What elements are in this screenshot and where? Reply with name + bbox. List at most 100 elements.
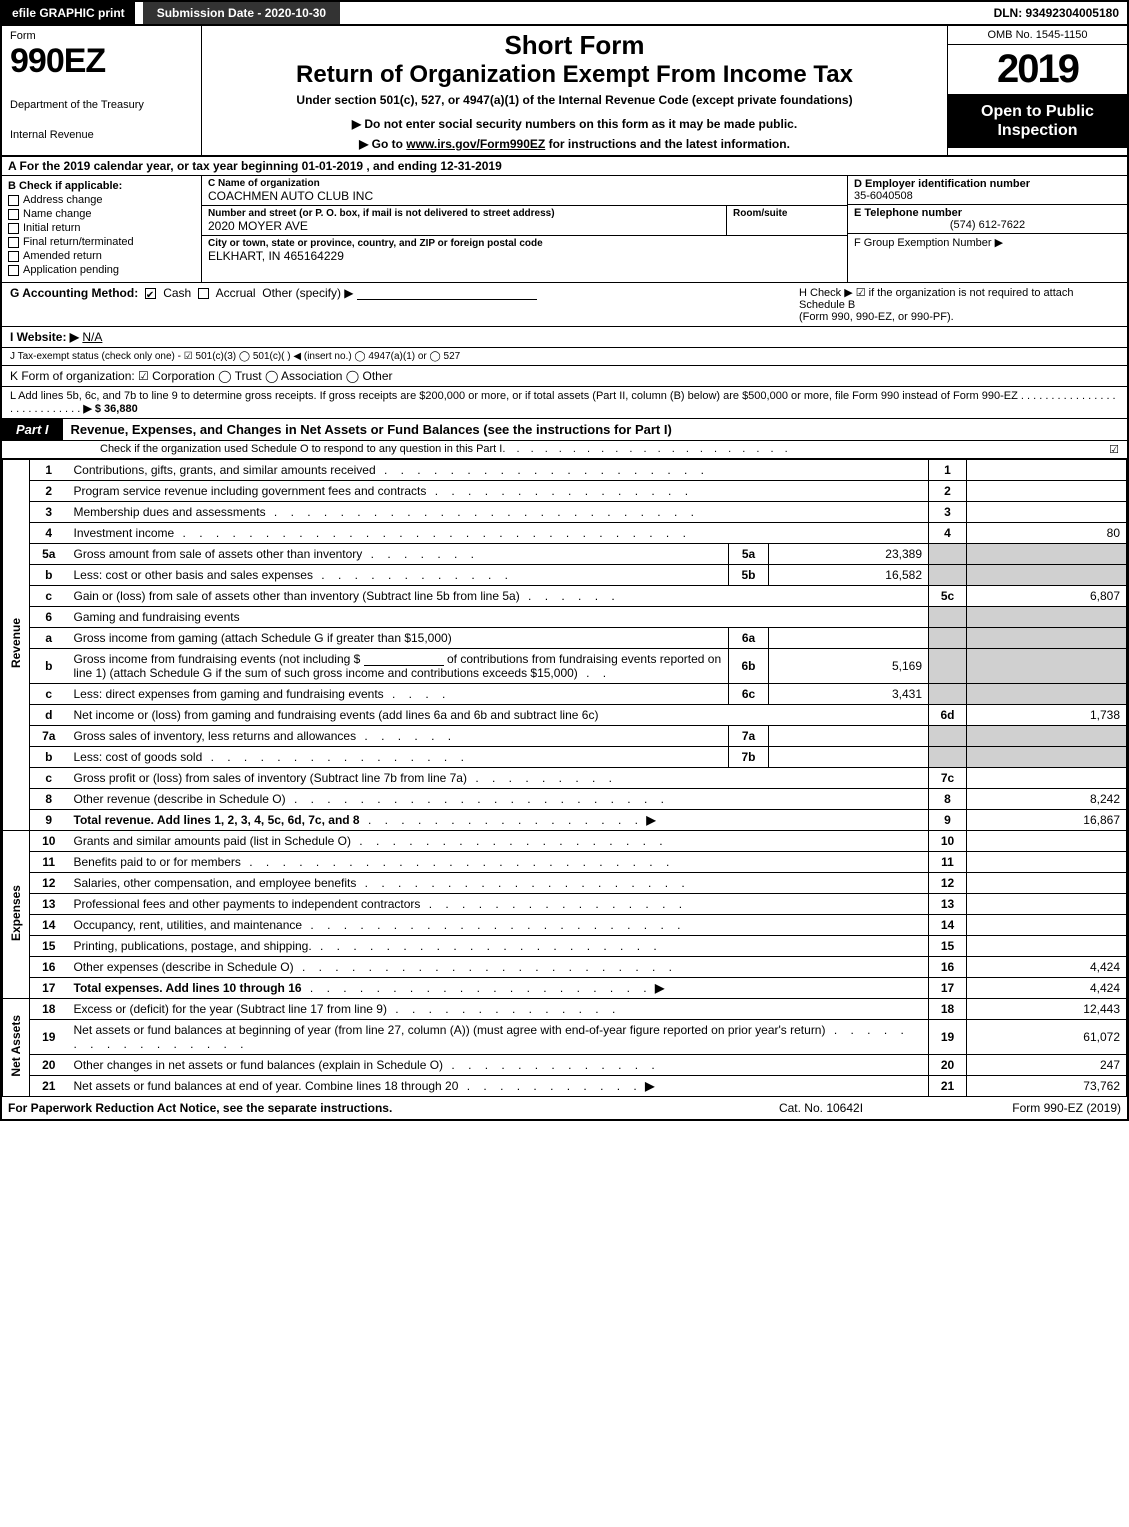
ln-6-rv-shade [967,607,1127,628]
ln-16-desc: Other expenses (describe in Schedule O) … [68,957,929,978]
ln-21-num: 21 [30,1076,68,1097]
check-application-pending[interactable] [8,265,19,276]
ln-6d-desc: Net income or (loss) from gaming and fun… [68,705,929,726]
check-application-pending-label: Application pending [23,264,119,276]
ln-6-num: 6 [30,607,68,628]
row-j: J Tax-exempt status (check only one) - ☑… [2,348,1127,366]
row-k: K Form of organization: ☑ Corporation ◯ … [2,366,1127,387]
check-address-change-label: Address change [23,194,103,206]
ln-2-desc: Program service revenue including govern… [68,481,929,502]
ln-9-num: 9 [30,810,68,831]
ln-7a-mv [769,726,929,747]
ln-1-num: 1 [30,460,68,481]
revenue-side-label: Revenue [3,460,30,831]
ln-6c-mn: 6c [729,684,769,705]
submission-date-button[interactable]: Submission Date - 2020-10-30 [143,2,340,24]
city-value: ELKHART, IN 465164229 [208,249,841,263]
ln-2-rv [967,481,1127,502]
check-address-change[interactable] [8,195,19,206]
ln-16-rn: 16 [929,957,967,978]
ln-7a-rv-shade [967,726,1127,747]
check-cash[interactable] [145,288,156,299]
ln-17-rv: 4,424 [967,978,1127,999]
entity-block: B Check if applicable: Address change Na… [2,176,1127,283]
goto-link[interactable]: www.irs.gov/Form990EZ [406,137,545,151]
ln-6a-desc: Gross income from gaming (attach Schedul… [68,628,729,649]
open-to-public: Open to Public Inspection [948,94,1127,148]
ln-1-rn: 1 [929,460,967,481]
goto-prefix: ▶ Go to [359,137,406,151]
ln-6b-blank[interactable] [364,652,444,666]
ln-6c-desc: Less: direct expenses from gaming and fu… [68,684,729,705]
ln-5c-num: c [30,586,68,607]
ln-6b-rv-shade [967,649,1127,684]
ln-13-desc: Professional fees and other payments to … [68,894,929,915]
ln-16-num: 16 [30,957,68,978]
ln-1-rv [967,460,1127,481]
check-final-return-label: Final return/terminated [23,236,134,248]
footer-right: Form 990-EZ (2019) [921,1101,1121,1115]
ln-5a-rn-shade [929,544,967,565]
ln-4-desc: Investment income . . . . . . . . . . . … [68,523,929,544]
check-accrual[interactable] [198,288,209,299]
ln-17-desc: Total expenses. Add lines 10 through 16 … [68,978,929,999]
page-footer: For Paperwork Reduction Act Notice, see … [2,1097,1127,1119]
ln-16-rv: 4,424 [967,957,1127,978]
ln-14-desc: Occupancy, rent, utilities, and maintena… [68,915,929,936]
ln-19-rv: 61,072 [967,1020,1127,1055]
ln-3-rn: 3 [929,502,967,523]
ln-10-desc: Grants and similar amounts paid (list in… [68,831,929,852]
street-value: 2020 MOYER AVE [208,219,720,233]
ln-13-rv [967,894,1127,915]
part-1-lines-table: Revenue 1 Contributions, gifts, grants, … [2,459,1127,1097]
check-name-change[interactable] [8,209,19,220]
ln-3-rv [967,502,1127,523]
g-cash: Cash [163,286,191,300]
ln-6b-mv: 5,169 [769,649,929,684]
ln-7c-rv [967,768,1127,789]
form-word: Form [10,30,193,42]
ln-5b-rv-shade [967,565,1127,586]
g-other-input[interactable] [357,286,537,300]
ln-6c-rn-shade [929,684,967,705]
ln-5b-desc: Less: cost or other basis and sales expe… [68,565,729,586]
ln-20-rv: 247 [967,1055,1127,1076]
part-1-dots: . . . . . . . . . . . . . . . . . . . . … [502,443,1101,456]
ln-13-rn: 13 [929,894,967,915]
form-header: Form 990EZ Department of the Treasury In… [2,26,1127,157]
ln-9-rn: 9 [929,810,967,831]
ln-7c-num: c [30,768,68,789]
check-final-return[interactable] [8,237,19,248]
check-initial-return[interactable] [8,223,19,234]
ln-7c-desc: Gross profit or (loss) from sales of inv… [68,768,929,789]
ln-6c-rv-shade [967,684,1127,705]
ln-7b-mn: 7b [729,747,769,768]
ssn-notice: ▶ Do not enter social security numbers o… [210,117,939,131]
ln-6c-mv: 3,431 [769,684,929,705]
part-1-subtitle-row: Check if the organization used Schedule … [2,441,1127,459]
section-c-name-address: C Name of organization COACHMEN AUTO CLU… [202,176,847,282]
ln-5a-mv: 23,389 [769,544,929,565]
dln-label: DLN: 93492304005180 [986,2,1127,24]
ln-12-rn: 12 [929,873,967,894]
row-i: I Website: ▶ N/A [2,327,1127,348]
ln-12-num: 12 [30,873,68,894]
check-amended-return[interactable] [8,251,19,262]
part-1-header: Part I Revenue, Expenses, and Changes in… [2,419,1127,441]
department-label: Department of the Treasury [10,99,193,111]
footer-center: Cat. No. 10642I [721,1101,921,1115]
efile-print-button[interactable]: efile GRAPHIC print [2,2,135,24]
ln-21-desc: Net assets or fund balances at end of ye… [68,1076,929,1097]
ln-12-desc: Salaries, other compensation, and employ… [68,873,929,894]
ln-7b-rv-shade [967,747,1127,768]
ln-5b-num: b [30,565,68,586]
ln-6d-rv: 1,738 [967,705,1127,726]
part-1-check[interactable]: ☑ [1101,443,1119,456]
under-section-text: Under section 501(c), 527, or 4947(a)(1)… [210,93,939,107]
ln-8-num: 8 [30,789,68,810]
row-l: L Add lines 5b, 6c, and 7b to line 9 to … [2,387,1127,419]
ln-7a-rn-shade [929,726,967,747]
ln-5a-rv-shade [967,544,1127,565]
ln-11-num: 11 [30,852,68,873]
ein-value: 35-6040508 [854,190,1121,202]
